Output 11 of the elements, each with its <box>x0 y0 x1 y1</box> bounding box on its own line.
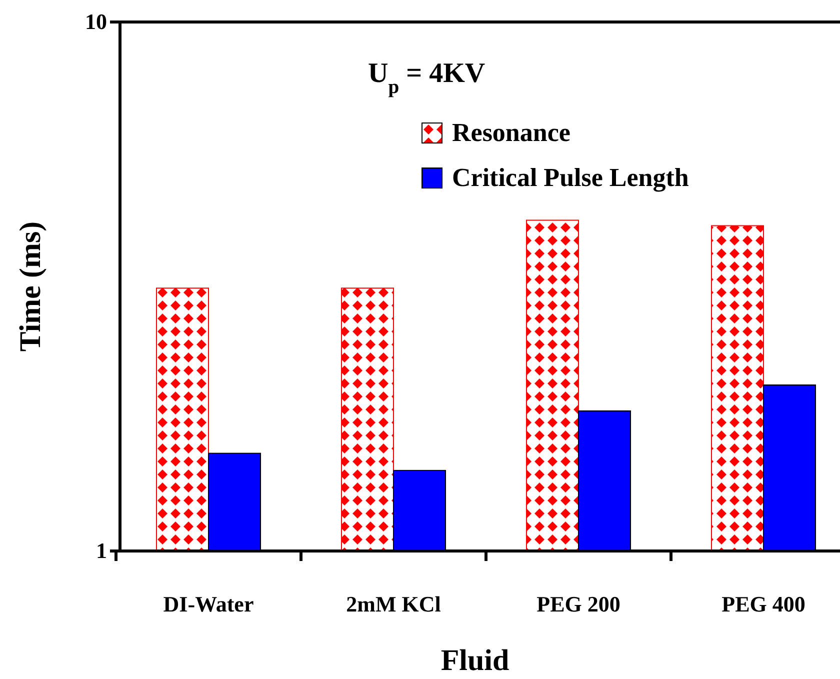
legend-label: Resonance <box>452 118 570 147</box>
x-axis-title: Fluid <box>440 644 510 677</box>
y-tick-label: 10 <box>85 9 107 34</box>
x-tick-label: PEG 200 <box>536 592 620 617</box>
x-tick-label: DI-Water <box>163 592 254 617</box>
legend-label: Critical Pulse Length <box>452 163 690 192</box>
text: U$_{p}$ = 4KV <box>368 58 486 98</box>
y-tick-label: 1 <box>96 538 107 564</box>
x-tick-label: PEG 400 <box>722 592 806 617</box>
x-tick-label: 2mM KCl <box>346 592 441 617</box>
y-axis-title: Time (ms) <box>14 221 47 352</box>
